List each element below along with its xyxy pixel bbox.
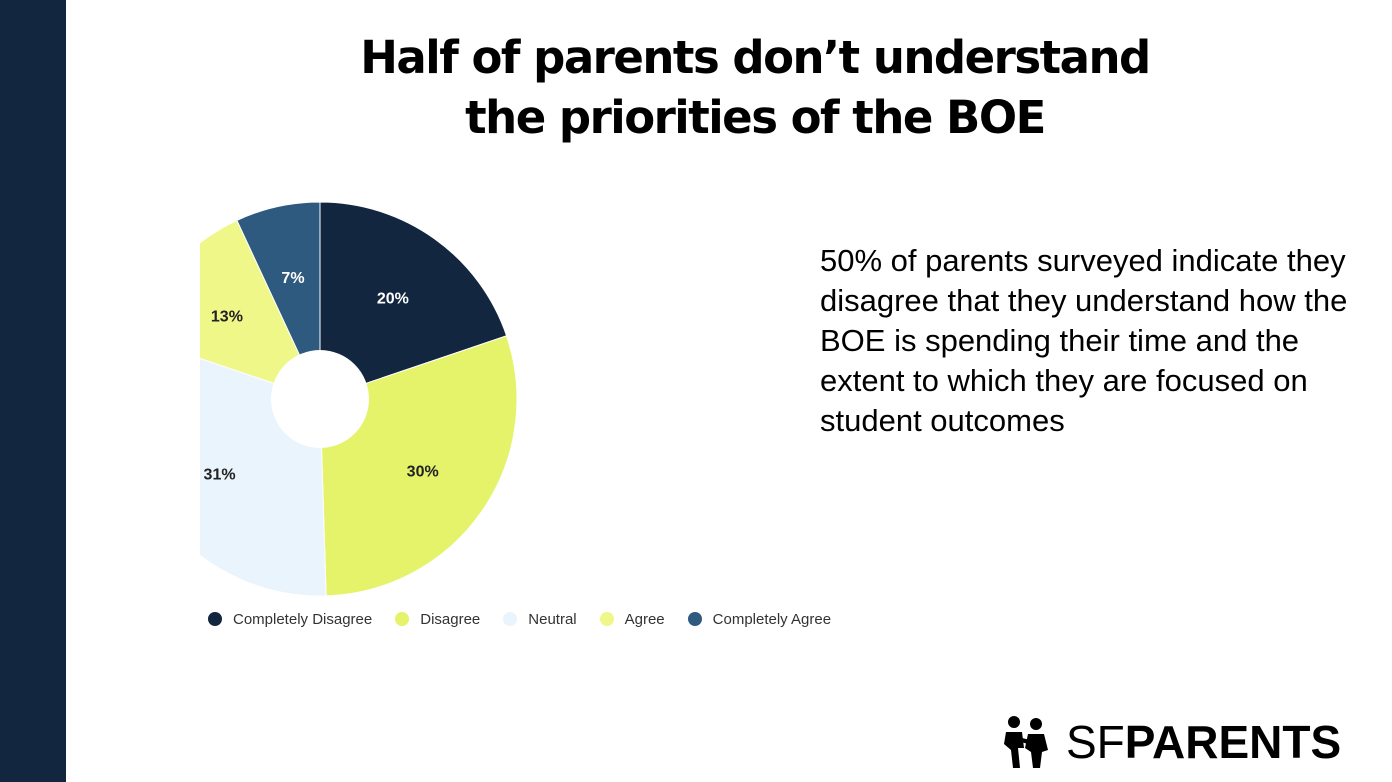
legend-dot-completely-agree	[687, 612, 702, 626]
sidebar-bar	[0, 0, 66, 782]
slide-title: Half of parents don’t understand the pri…	[300, 28, 1210, 148]
donut-hole	[271, 350, 369, 448]
legend-label-completely-disagree: Completely Disagree	[233, 610, 373, 628]
logo-text: SFPARENTS	[1066, 715, 1341, 769]
legend-label-neutral: Neutral	[528, 610, 577, 628]
slice-label-completely-disagree: 20%	[377, 290, 409, 307]
slice-label-agree: 13%	[211, 309, 243, 326]
pie-chart: 20% 30% 31% 13% 7%	[200, 201, 518, 597]
logo-text-parents: PARENTS	[1124, 716, 1342, 768]
title-line-2: the priorities of the BOE	[465, 91, 1046, 144]
pie-slice-completely-disagree	[319, 201, 508, 400]
legend-item-completely-disagree: Completely Disagree	[208, 611, 372, 628]
legend-dot-agree	[599, 612, 614, 626]
legend-item-neutral: Neutral	[503, 610, 577, 628]
slice-labels: 20% 30% 31% 13% 7%	[204, 270, 439, 483]
legend-item-disagree: Disagree	[395, 611, 480, 628]
logo-text-sf: SF	[1066, 716, 1125, 768]
sfparents-logo: SFPARENTS	[1000, 712, 1341, 772]
pie-slice-agree	[200, 219, 321, 400]
slice-label-disagree: 30%	[407, 463, 439, 480]
legend-dot-disagree	[395, 612, 410, 626]
legend-label-agree: Agree	[624, 610, 665, 628]
family-figures-icon	[1004, 716, 1048, 768]
pie-slice-completely-agree	[236, 201, 321, 400]
slice-label-completely-agree: 7%	[281, 270, 304, 287]
description-text: 50% of parents surveyed indicate they di…	[820, 243, 1348, 438]
legend-item-agree: Agree	[599, 610, 665, 628]
legend-label-disagree: Disagree	[420, 610, 481, 628]
legend-item-completely-agree: Completely Agree	[687, 610, 832, 628]
legend-label-completely-agree: Completely Agree	[712, 610, 832, 628]
legend-dot-completely-disagree	[208, 612, 222, 626]
slice-label-neutral: 31%	[204, 466, 236, 483]
legend-dot-neutral	[503, 612, 518, 626]
title-line-1: Half of parents don’t understand	[360, 31, 1151, 84]
pie-slice-disagree	[319, 335, 518, 597]
chart-legend: Completely Disagree Disagree Neutral Agree C…	[208, 608, 854, 630]
